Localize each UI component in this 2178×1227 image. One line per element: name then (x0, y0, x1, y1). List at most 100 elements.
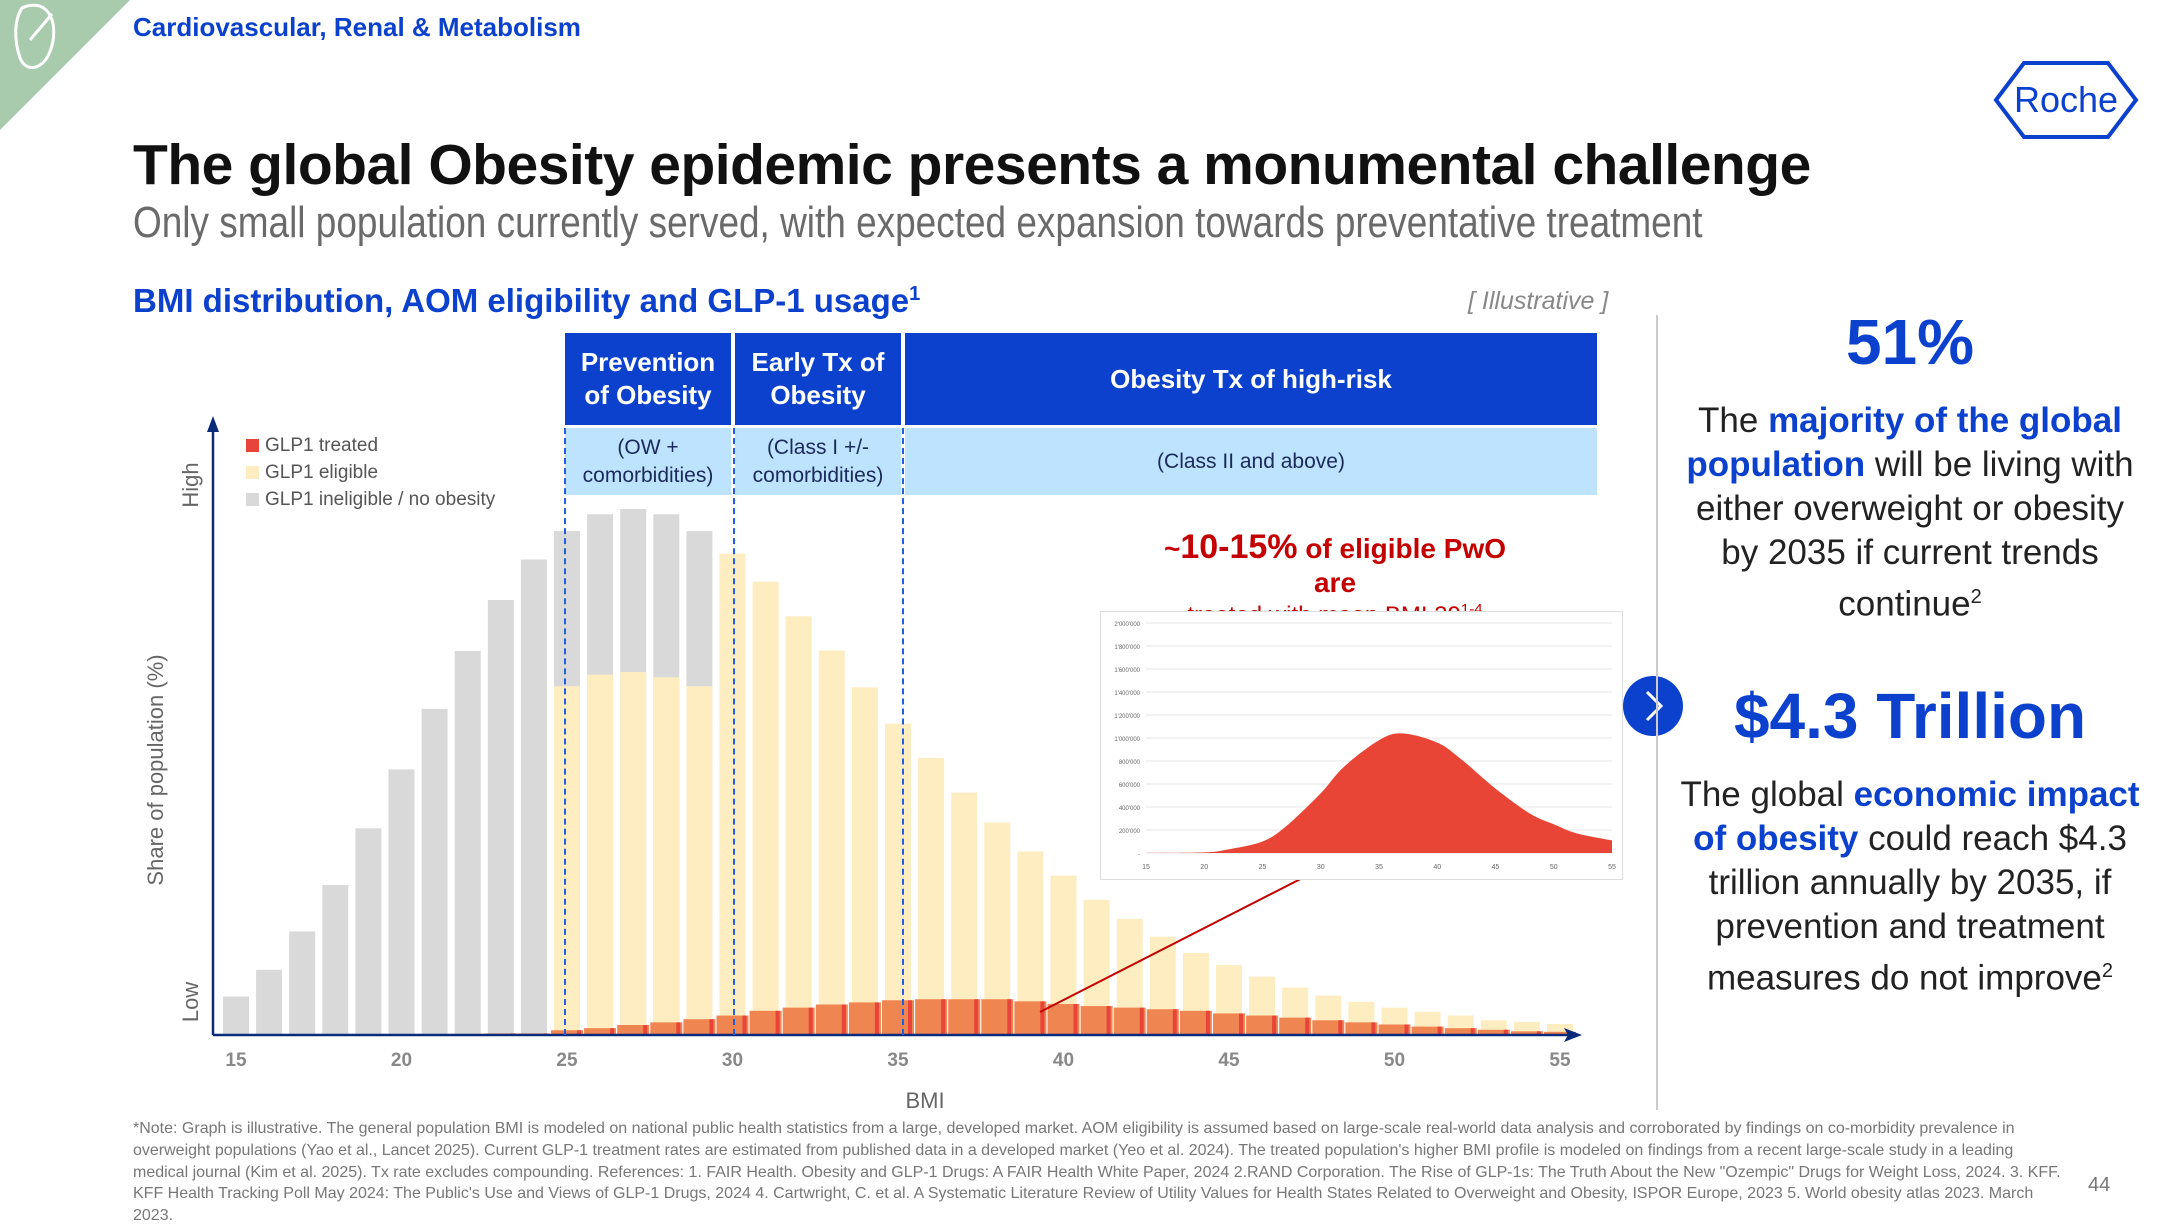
bar-treated-stripe-bmi-34 (874, 1002, 879, 1035)
bar-treated-bmi-48 (1312, 1020, 1345, 1035)
bar-treated-bmi-50 (1378, 1024, 1411, 1035)
inset-y-tick: 1'400'000 (1114, 691, 1140, 697)
bar-treated-bmi-53 (1477, 1029, 1510, 1035)
bar-ineligible-bmi-19 (355, 828, 382, 1035)
bar-treated-stripe-bmi-39 (1040, 1001, 1045, 1035)
bar-treated-stripe-bmi-49 (1371, 1022, 1376, 1035)
x-tick-label: 40 (1053, 1050, 1074, 1071)
therapy-area-corner (0, 0, 130, 130)
bar-treated-stripe-bmi-25 (577, 1030, 581, 1035)
bar-treated-bmi-52 (1444, 1028, 1477, 1035)
band-prevention-criteria: (OW + comorbidities) (565, 428, 731, 495)
y-axis-high-label: High (178, 462, 203, 507)
legend-swatch (246, 466, 259, 479)
inset-y-tick: 2'000'000 (1114, 622, 1140, 628)
treated-population-inset-chart: - 200'000 400'000 600'000 800'000 1'000'000 1'… (1100, 611, 1623, 880)
bar-eligible-bmi-36 (918, 757, 945, 1035)
bar-eligible-bmi-37 (951, 792, 978, 1035)
bar-treated-stripe-bmi-26 (610, 1028, 615, 1035)
section-label: Cardiovascular, Renal & Metabolism (133, 12, 581, 42)
vertical-divider (1656, 315, 1658, 1110)
bar-treated-stripe-bmi-33 (841, 1004, 846, 1035)
bar-eligible-bmi-32 (785, 616, 812, 1035)
inset-y-tick: 1'800'000 (1114, 645, 1140, 651)
inset-x-tick: 50 (1550, 864, 1558, 871)
bar-treated-stripe-bmi-37 (974, 999, 979, 1035)
page-title: The global Obesity epidemic presents a m… (133, 133, 1811, 197)
band-early-tx: Early Tx of Obesity (735, 333, 901, 425)
inset-x-tick: 40 (1433, 864, 1441, 871)
legend-swatch (246, 493, 259, 506)
inset-x-tick: 35 (1375, 864, 1383, 871)
bar-treated-stripe-bmi-52 (1470, 1028, 1475, 1035)
x-axis-label: BMI (905, 1088, 944, 1110)
bar-eligible-bmi-31 (752, 581, 779, 1035)
bar-treated-stripe-bmi-50 (1404, 1024, 1409, 1035)
bar-ineligible-bmi-20 (388, 769, 415, 1035)
band-early-tx-criteria: (Class I +/- comorbidities) (735, 428, 901, 495)
bar-ineligible-bmi-18 (322, 885, 349, 1035)
bar-treated-stripe-bmi-48 (1338, 1020, 1343, 1035)
bar-treated-stripe-bmi-28 (676, 1022, 681, 1035)
bar-eligible-bmi-34 (851, 687, 878, 1035)
x-tick-label: 30 (722, 1050, 743, 1071)
bar-ineligible-bmi-23 (487, 599, 514, 1035)
page-subtitle: Only small population currently served, … (133, 198, 1703, 247)
bar-treated-bmi-46 (1246, 1015, 1279, 1035)
x-tick-label: 25 (556, 1050, 578, 1071)
roche-logo: Roche (1993, 61, 2139, 139)
x-tick-label: 35 (887, 1050, 909, 1071)
stat-51-percent: 51% (1845, 306, 1975, 378)
bar-ineligible-bmi-24 (520, 559, 547, 1035)
bar-treated-bmi-26 (584, 1028, 617, 1035)
inset-x-tick: 30 (1317, 864, 1325, 871)
bar-treated-bmi-54 (1510, 1031, 1543, 1035)
bar-eligible-bmi-55 (1547, 1023, 1573, 1035)
bar-treated-stripe-bmi-29 (709, 1019, 714, 1035)
treated-area (1146, 733, 1612, 853)
callout-line (1039, 867, 1323, 1013)
bar-treated-bmi-45 (1213, 1013, 1245, 1035)
divider-bmi-25 (564, 428, 566, 1035)
bar-eligible-bmi-27 (620, 672, 647, 1035)
legend-item-ineligible: GLP1 ineligible / no obesity (246, 486, 495, 513)
legend-item-eligible: GLP1 eligible (246, 459, 495, 486)
bar-ineligible-bmi-22 (454, 651, 481, 1035)
divider-bmi-30 (733, 428, 735, 1035)
bar-treated-stripe-bmi-31 (775, 1010, 780, 1035)
bar-treated-stripe-bmi-53 (1503, 1029, 1508, 1035)
bar-treated-stripe-bmi-46 (1272, 1015, 1277, 1035)
bar-eligible-bmi-28 (653, 677, 680, 1035)
inset-y-tick: 400'000 (1119, 806, 1141, 812)
bar-treated-stripe-bmi-32 (808, 1007, 813, 1035)
x-tick-label: 20 (391, 1050, 412, 1071)
bar-eligible-bmi-30 (719, 553, 746, 1035)
legend-swatch (246, 439, 259, 452)
bar-treated-stripe-bmi-47 (1305, 1017, 1310, 1035)
x-tick-label: 15 (225, 1050, 247, 1071)
chart-legend: GLP1 treated GLP1 eligible GLP1 ineligib… (246, 432, 495, 513)
inset-y-tick: - (1138, 852, 1140, 858)
inset-x-tick: 45 (1492, 864, 1500, 871)
footnote: *Note: Graph is illustrative. The genera… (133, 1120, 2061, 1225)
band-prevention: Prevention of Obesity (565, 333, 731, 425)
bar-eligible-bmi-33 (818, 650, 845, 1035)
bar-ineligible-bmi-21 (421, 708, 448, 1035)
bar-eligible-bmi-25 (554, 686, 580, 1035)
illustrative-tag: [ Illustrative ] (1468, 287, 1609, 315)
x-tick-label: 55 (1549, 1050, 1571, 1071)
bar-treated-bmi-29 (683, 1019, 716, 1035)
bar-treated-stripe-bmi-51 (1437, 1026, 1442, 1035)
bar-treated-stripe-bmi-44 (1205, 1010, 1210, 1035)
next-button[interactable] (1623, 676, 1683, 736)
bar-treated-bmi-47 (1279, 1017, 1312, 1035)
bar-treated-bmi-30 (716, 1015, 749, 1035)
stat2-description: The global economic impact of obesity co… (1680, 774, 2140, 998)
inset-y-tick: 1'200'000 (1114, 714, 1140, 720)
y-axis-arrow (207, 416, 219, 432)
bar-eligible-bmi-26 (587, 674, 614, 1035)
inset-x-tick: 55 (1608, 864, 1616, 871)
bar-treated-bmi-28 (650, 1022, 683, 1035)
bar-treated-stripe-bmi-45 (1239, 1013, 1243, 1035)
right-panel: 51% The majority of the global populatio… (1680, 305, 2140, 1000)
